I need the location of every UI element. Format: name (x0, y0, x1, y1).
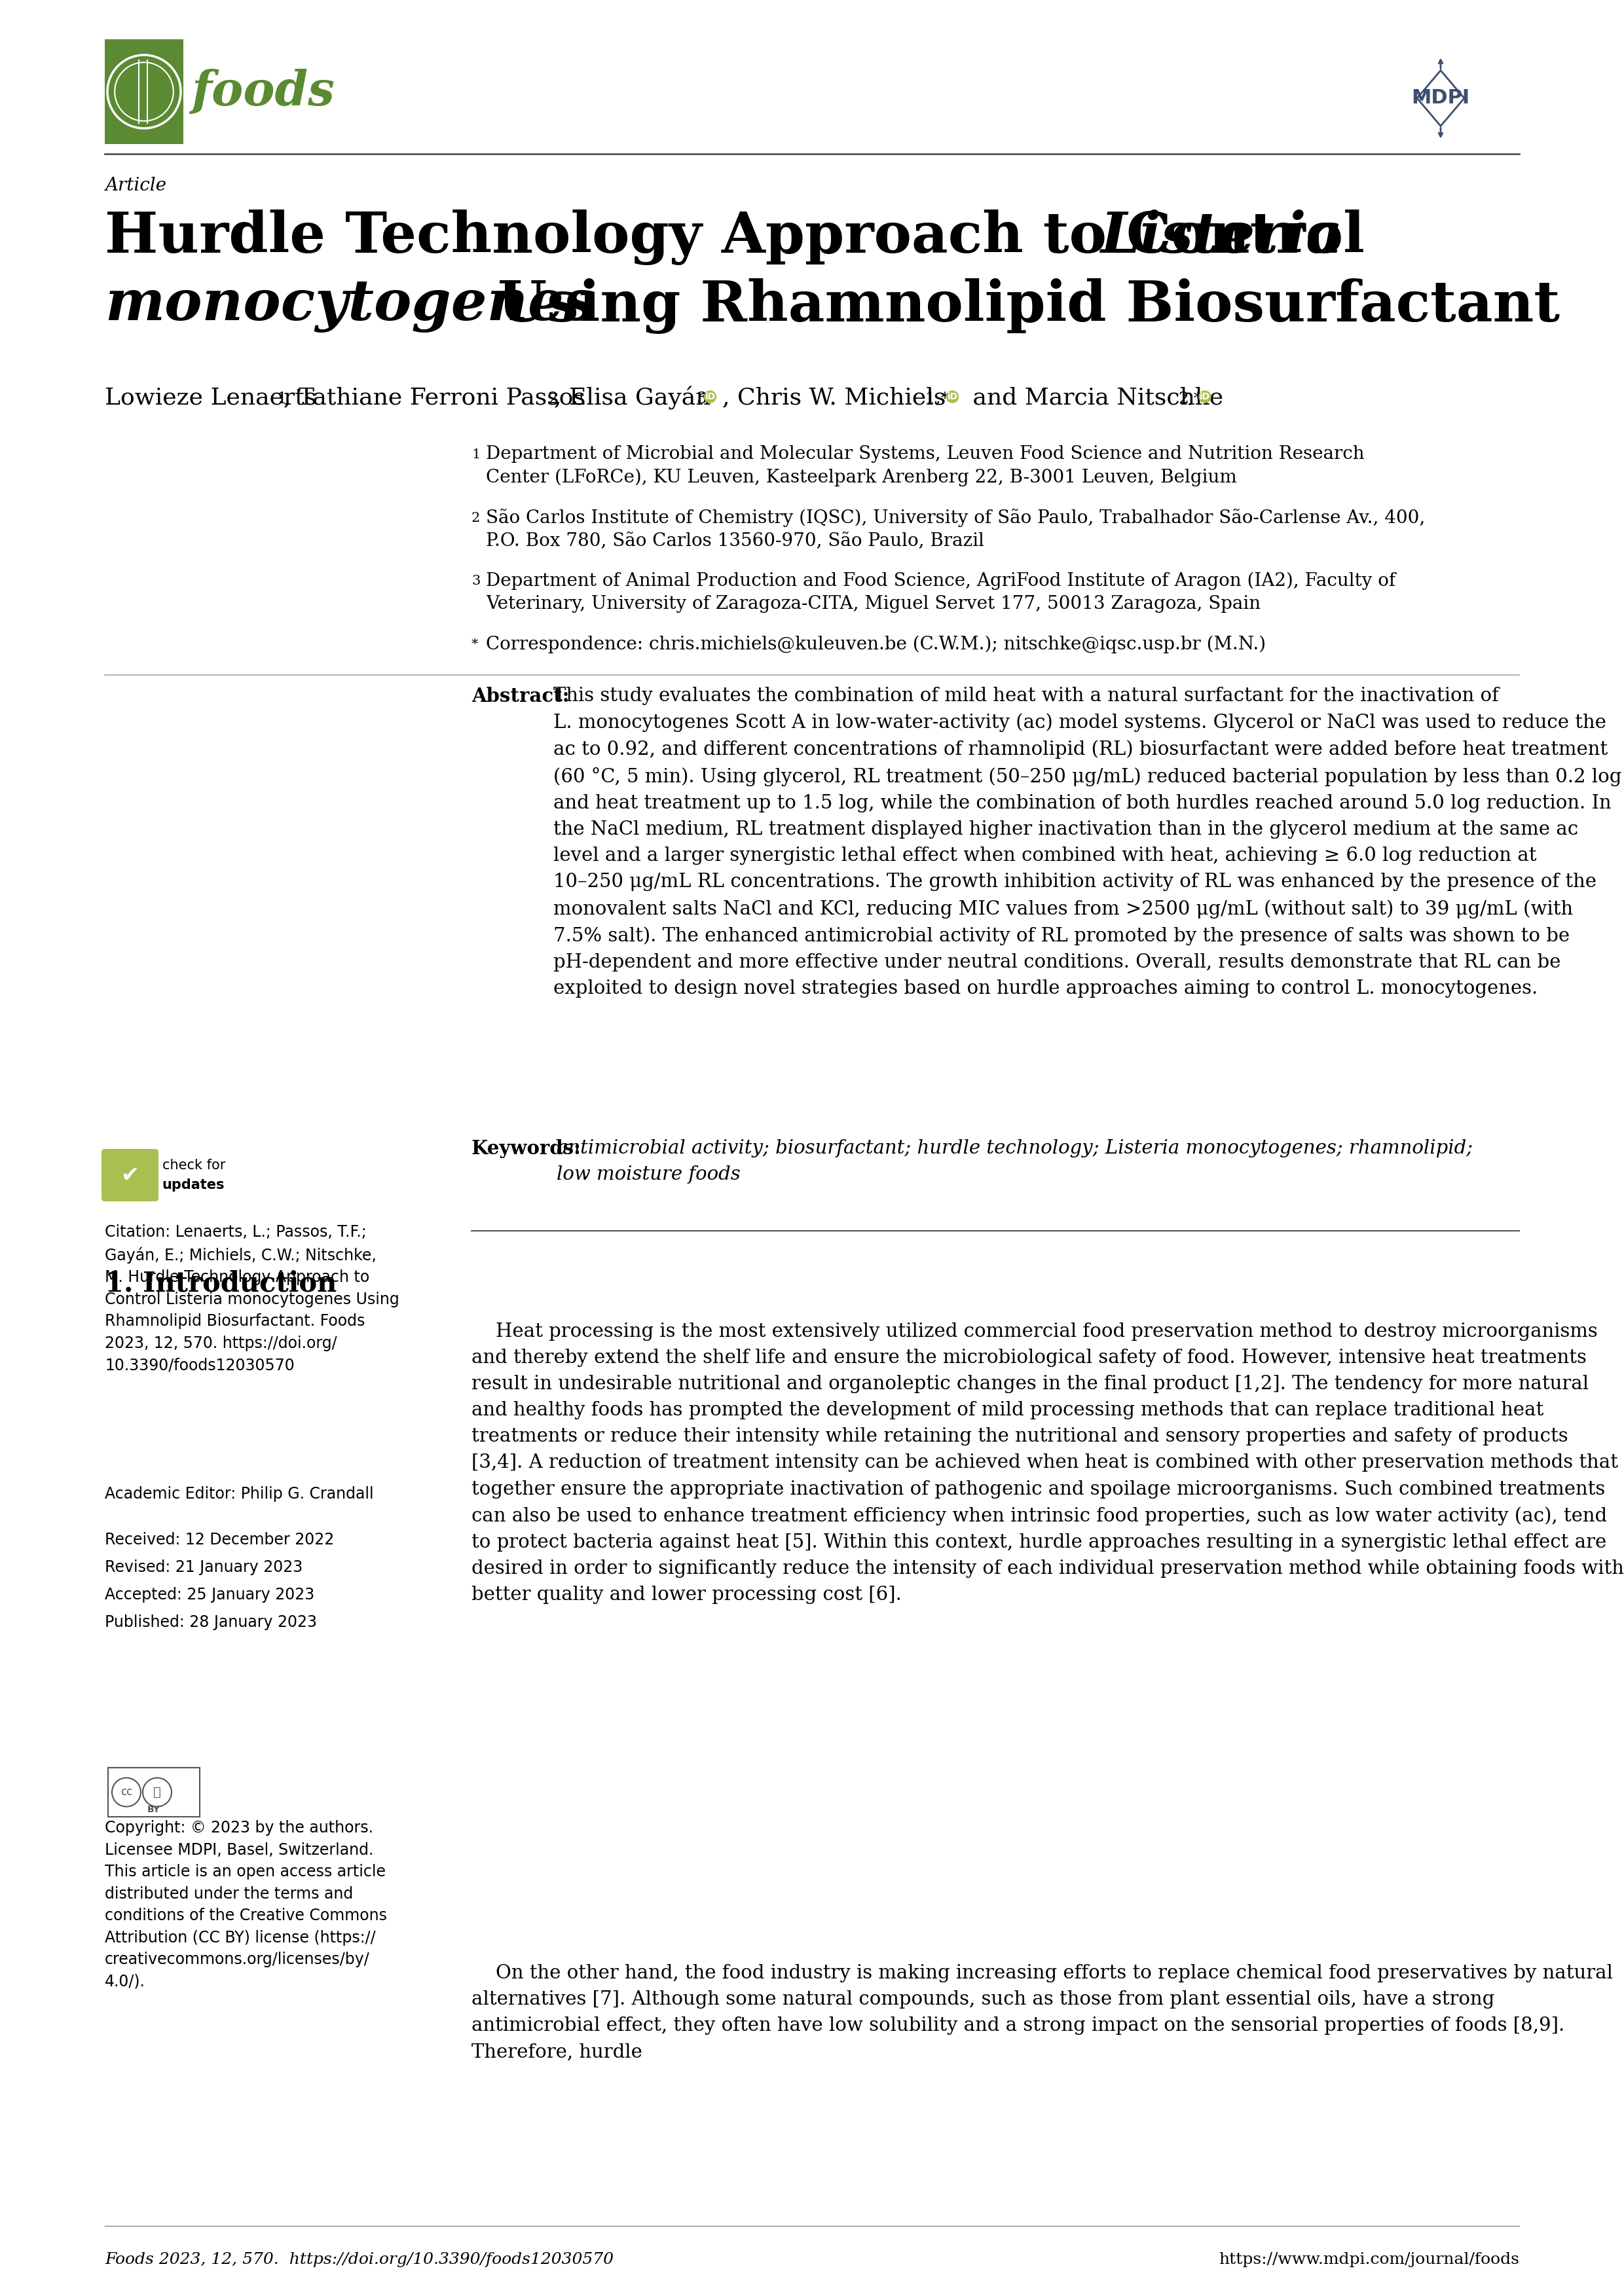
Text: 1: 1 (278, 393, 287, 406)
Text: São Carlos Institute of Chemistry (IQSC), University of São Paulo, Trabalhador S: São Carlos Institute of Chemistry (IQSC)… (486, 507, 1426, 551)
FancyBboxPatch shape (101, 1148, 159, 1201)
Text: 3: 3 (471, 574, 481, 588)
Text: Accepted: 25 January 2023: Accepted: 25 January 2023 (106, 1587, 315, 1603)
Circle shape (705, 390, 716, 402)
Text: Lowieze Lenaerts: Lowieze Lenaerts (106, 386, 323, 409)
Text: check for: check for (162, 1159, 226, 1171)
Text: Copyright: © 2023 by the authors.
Licensee MDPI, Basel, Switzerland.
This articl: Copyright: © 2023 by the authors. Licens… (106, 1821, 387, 1988)
Text: Abstract:: Abstract: (471, 687, 570, 705)
Text: antimicrobial activity; biosurfactant; hurdle technology; Listeria monocytogenes: antimicrobial activity; biosurfactant; h… (557, 1139, 1473, 1185)
Text: Academic Editor: Philip G. Crandall: Academic Editor: Philip G. Crandall (106, 1486, 374, 1502)
Text: iD: iD (947, 393, 958, 402)
Text: Listeria: Listeria (1099, 209, 1343, 264)
Text: Article: Article (106, 177, 166, 195)
Text: , Tathiane Ferroni Passos: , Tathiane Ferroni Passos (284, 386, 593, 409)
Text: monocytogenes: monocytogenes (106, 278, 596, 333)
Text: https://www.mdpi.com/journal/foods: https://www.mdpi.com/journal/foods (1218, 2252, 1518, 2266)
Text: 2,*: 2,* (1177, 393, 1202, 406)
Text: Department of Microbial and Molecular Systems, Leuven Food Science and Nutrition: Department of Microbial and Molecular Sy… (486, 445, 1364, 487)
Text: Foods 2023, 12, 570.  https://doi.org/10.3390/foods12030570: Foods 2023, 12, 570. https://doi.org/10.… (106, 2252, 614, 2266)
Text: Correspondence: chris.michiels@kuleuven.be (C.W.M.); nitschke@iqsc.usp.br (M.N.): Correspondence: chris.michiels@kuleuven.… (486, 636, 1265, 652)
Text: and Marcia Nitschke: and Marcia Nitschke (965, 386, 1231, 409)
Text: iD: iD (1200, 393, 1210, 402)
Text: This study evaluates the combination of mild heat with a natural surfactant for : This study evaluates the combination of … (554, 687, 1622, 999)
Text: Heat processing is the most extensively utilized commercial food preservation me: Heat processing is the most extensively … (471, 1322, 1624, 1605)
Text: 1,*: 1,* (926, 393, 950, 406)
Text: Received: 12 December 2022: Received: 12 December 2022 (106, 1531, 335, 1548)
Text: 3: 3 (697, 393, 706, 406)
Text: BY: BY (148, 1805, 161, 1814)
Text: Using Rhamnolipid Biosurfactant: Using Rhamnolipid Biosurfactant (477, 278, 1561, 333)
Text: On the other hand, the food industry is making increasing efforts to replace che: On the other hand, the food industry is … (471, 1963, 1613, 2062)
Text: iD: iD (705, 393, 716, 402)
Text: ✔: ✔ (120, 1164, 140, 1187)
Text: foods: foods (192, 69, 335, 115)
Text: Ⓑ: Ⓑ (153, 1786, 161, 1798)
Text: 2: 2 (471, 512, 481, 523)
Circle shape (947, 390, 958, 402)
Text: Keywords:: Keywords: (471, 1139, 581, 1157)
Text: , Elisa Gayán: , Elisa Gayán (554, 386, 719, 411)
Text: Hurdle Technology Approach to Control: Hurdle Technology Approach to Control (106, 209, 1384, 264)
Circle shape (1199, 390, 1212, 402)
Text: updates: updates (162, 1178, 224, 1192)
Text: MDPI: MDPI (1411, 90, 1470, 108)
Text: Department of Animal Production and Food Science, AgriFood Institute of Aragon (: Department of Animal Production and Food… (486, 572, 1395, 613)
Bar (109, 1768, 200, 1816)
Text: cc: cc (120, 1786, 133, 1798)
Text: *: * (471, 638, 479, 650)
Text: , Chris W. Michiels: , Chris W. Michiels (723, 386, 953, 409)
Text: 2: 2 (547, 393, 559, 406)
Text: Revised: 21 January 2023: Revised: 21 January 2023 (106, 1559, 302, 1575)
Text: Published: 28 January 2023: Published: 28 January 2023 (106, 1614, 317, 1630)
Text: 1. Introduction: 1. Introduction (106, 1270, 336, 1297)
Text: 1: 1 (471, 448, 481, 461)
Text: Citation: Lenaerts, L.; Passos, T.F.;
Gayán, E.; Michiels, C.W.; Nitschke,
M. Hu: Citation: Lenaerts, L.; Passos, T.F.; Ga… (106, 1224, 400, 1373)
Bar (106, 39, 184, 145)
